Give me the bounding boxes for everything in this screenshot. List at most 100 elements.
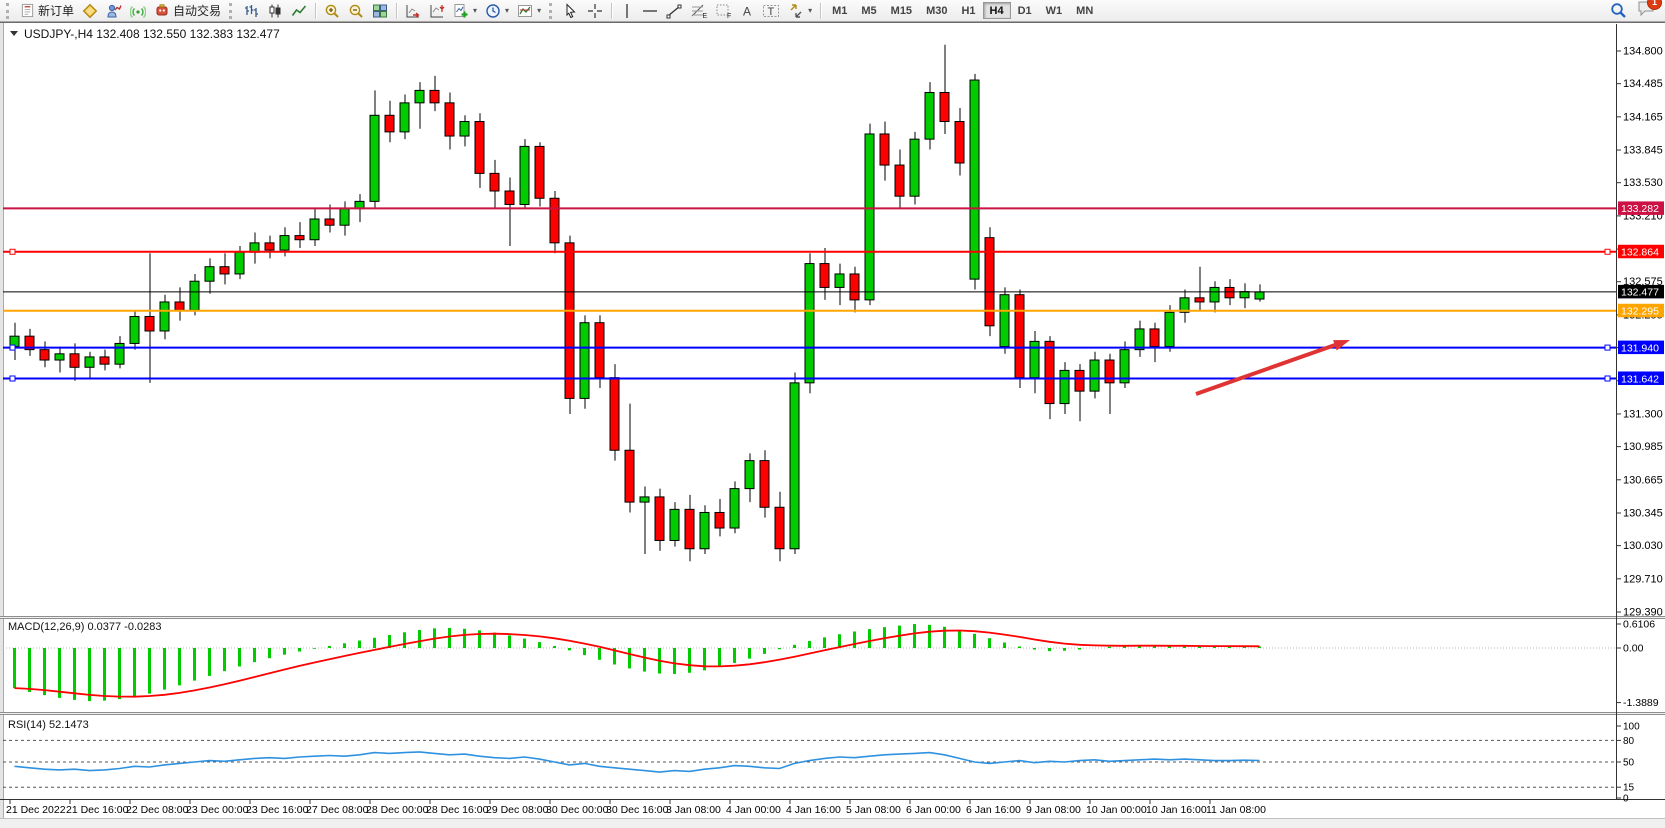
auto-scroll-button[interactable] xyxy=(401,1,425,21)
cursor-button[interactable] xyxy=(559,1,583,21)
candle xyxy=(714,511,725,529)
indicators-add-icon xyxy=(454,3,468,17)
axis-label: 50 xyxy=(1623,758,1635,769)
candle xyxy=(474,121,485,174)
time-label: 29 Dec 08:00 xyxy=(486,804,549,816)
tf-button-m30[interactable]: M30 xyxy=(919,2,954,19)
tf-button-m5[interactable]: M5 xyxy=(854,2,883,19)
hline-handle[interactable] xyxy=(9,248,16,255)
toolbar-right-group: 1 xyxy=(1610,0,1665,21)
autotrading-button[interactable]: 自动交易 xyxy=(150,1,225,21)
candle xyxy=(579,322,590,399)
periods-button[interactable]: ▾ xyxy=(481,1,513,21)
bar-chart-button[interactable] xyxy=(239,1,263,21)
candle xyxy=(309,218,320,241)
search-icon[interactable] xyxy=(1610,2,1627,19)
toolbar-grip[interactable] xyxy=(549,2,555,19)
axis-label: 129.390 xyxy=(1623,607,1663,619)
new-order-icon xyxy=(21,3,34,18)
candle xyxy=(1194,297,1205,303)
window-edge xyxy=(0,23,3,828)
svg-text:T: T xyxy=(768,6,775,18)
candle xyxy=(174,301,185,311)
time-label: 4 Jan 16:00 xyxy=(786,804,841,816)
symbol-dropdown-icon[interactable] xyxy=(10,31,18,36)
axis-label: 80 xyxy=(1623,736,1635,747)
candle xyxy=(759,460,770,508)
hline-handle[interactable] xyxy=(1604,375,1611,382)
candle xyxy=(969,79,980,280)
arrows-icon xyxy=(790,3,802,18)
candle xyxy=(234,251,245,275)
price-badge-label: 131.642 xyxy=(1621,373,1659,385)
candle xyxy=(519,145,530,205)
horizontal-line-button[interactable] xyxy=(638,1,662,21)
tf-button-w1[interactable]: W1 xyxy=(1039,2,1070,19)
chart-background xyxy=(0,22,1665,828)
market-watch-button[interactable] xyxy=(102,1,126,21)
templates-button[interactable]: ▾ xyxy=(513,1,545,21)
templates-icon xyxy=(518,4,533,17)
tf-button-m1[interactable]: M1 xyxy=(825,2,854,19)
candle xyxy=(954,121,965,164)
candlestick-chart-button[interactable] xyxy=(263,1,287,21)
axis-label: 15 xyxy=(1623,783,1635,794)
market-watch-icon xyxy=(107,4,122,17)
candle xyxy=(774,506,785,550)
candle xyxy=(444,102,455,137)
auto-scroll-icon xyxy=(406,4,420,18)
hline-handle[interactable] xyxy=(9,344,16,351)
candle xyxy=(864,133,875,301)
toolbar-grip[interactable] xyxy=(6,2,12,19)
hline-handle[interactable] xyxy=(1604,248,1611,255)
fibonacci-button[interactable]: E xyxy=(686,1,711,21)
trendline-button[interactable] xyxy=(662,1,686,21)
chart-shift-button[interactable] xyxy=(425,1,449,21)
panel-divider[interactable] xyxy=(0,712,1665,715)
indicators-button[interactable]: ▾ xyxy=(449,1,481,21)
price-badge-label: 132.477 xyxy=(1621,287,1659,299)
candle xyxy=(1179,297,1190,313)
candle xyxy=(1164,311,1175,348)
candle xyxy=(789,382,800,550)
trend-arrow-head xyxy=(1333,340,1350,351)
profiles-button[interactable] xyxy=(78,1,102,21)
candle xyxy=(384,114,395,133)
toolbar-grip[interactable] xyxy=(229,2,235,19)
time-label: 23 Dec 16:00 xyxy=(246,804,309,816)
zoom-in-button[interactable] xyxy=(320,1,344,21)
tile-windows-button[interactable] xyxy=(368,1,392,21)
price-badge-label: 132.864 xyxy=(1621,247,1659,259)
time-label: 10 Jan 16:00 xyxy=(1146,804,1207,816)
vertical-line-button[interactable] xyxy=(616,1,638,21)
profiles-diamond-icon xyxy=(82,3,98,18)
price-badge-label: 133.282 xyxy=(1621,203,1659,215)
notifications-button[interactable]: 1 xyxy=(1637,0,1662,21)
zoom-out-button[interactable] xyxy=(344,1,368,21)
arrows-button[interactable]: ▾ xyxy=(784,1,816,21)
text-button[interactable]: A xyxy=(736,1,758,21)
panel-divider[interactable] xyxy=(0,616,1665,619)
candle xyxy=(819,263,830,288)
horizontal-line-icon xyxy=(643,9,658,12)
channel-button[interactable]: F xyxy=(711,1,736,21)
hline-handle[interactable] xyxy=(9,375,16,382)
tf-button-h1[interactable]: H1 xyxy=(954,2,982,19)
line-chart-button[interactable] xyxy=(287,1,311,21)
new-order-button[interactable]: 新订单 xyxy=(16,1,78,21)
crosshair-button[interactable] xyxy=(583,1,607,21)
signals-button[interactable] xyxy=(126,1,150,21)
candle xyxy=(909,138,920,197)
tf-button-h4[interactable]: H4 xyxy=(982,2,1011,19)
tf-button-m15[interactable]: M15 xyxy=(884,2,919,19)
text-label-icon: T xyxy=(763,4,780,18)
hline-handle[interactable] xyxy=(1604,344,1611,351)
line-chart-icon xyxy=(291,4,307,16)
text-label-button[interactable]: T xyxy=(758,1,784,21)
tf-button-d1[interactable]: D1 xyxy=(1011,2,1039,19)
tf-button-mn[interactable]: MN xyxy=(1069,2,1100,19)
trend-arrow-annotation[interactable] xyxy=(1195,343,1336,396)
candle xyxy=(1074,369,1085,392)
candle xyxy=(669,508,680,541)
candle xyxy=(1089,359,1100,392)
